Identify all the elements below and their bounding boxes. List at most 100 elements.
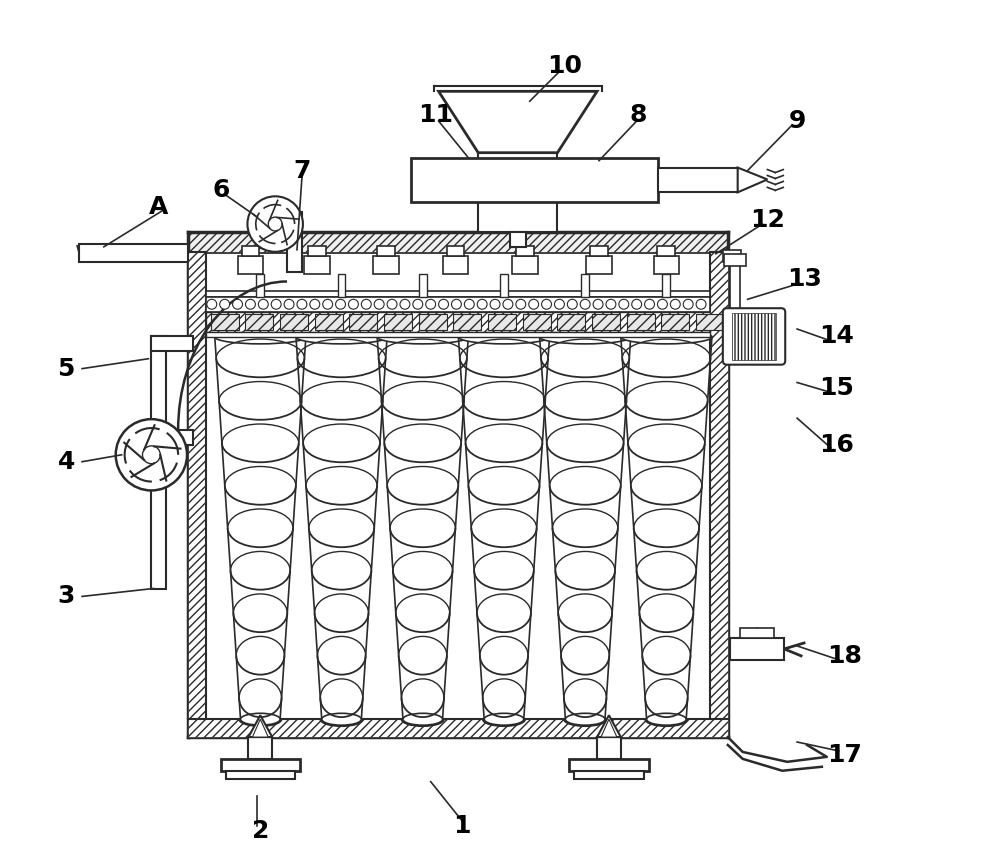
Ellipse shape <box>215 330 306 344</box>
Bar <box>377 246 395 256</box>
Circle shape <box>516 299 526 309</box>
Circle shape <box>554 299 564 309</box>
Circle shape <box>606 299 616 309</box>
Bar <box>211 314 239 330</box>
Bar <box>627 314 655 330</box>
Circle shape <box>580 299 590 309</box>
Bar <box>384 314 412 330</box>
Bar <box>730 260 740 309</box>
Bar <box>188 252 206 737</box>
Circle shape <box>116 419 187 490</box>
Text: 10: 10 <box>547 54 582 77</box>
Circle shape <box>464 299 474 309</box>
Circle shape <box>374 299 384 309</box>
Text: 9: 9 <box>788 109 806 133</box>
Bar <box>581 273 589 298</box>
Ellipse shape <box>403 713 443 725</box>
Bar <box>242 246 259 256</box>
Bar <box>248 737 272 759</box>
Ellipse shape <box>484 713 524 725</box>
Bar <box>478 153 557 232</box>
Circle shape <box>529 299 539 309</box>
Circle shape <box>387 299 397 309</box>
Bar <box>657 246 675 256</box>
Text: 7: 7 <box>293 159 311 182</box>
Text: 15: 15 <box>819 377 854 400</box>
Ellipse shape <box>296 330 387 344</box>
Bar <box>188 232 728 252</box>
Bar <box>151 336 193 351</box>
Bar <box>661 314 689 330</box>
Bar <box>724 253 746 266</box>
Circle shape <box>645 299 655 309</box>
Circle shape <box>619 299 629 309</box>
Text: 16: 16 <box>819 433 854 457</box>
Circle shape <box>542 299 552 309</box>
Circle shape <box>439 299 448 309</box>
Bar <box>500 273 508 298</box>
Text: 14: 14 <box>819 324 854 348</box>
Bar <box>419 314 447 330</box>
Ellipse shape <box>621 330 712 344</box>
Circle shape <box>310 299 320 309</box>
Bar <box>586 256 612 273</box>
Bar <box>151 430 193 445</box>
Circle shape <box>477 299 487 309</box>
Bar <box>308 246 326 256</box>
Text: 2: 2 <box>252 819 269 843</box>
Ellipse shape <box>458 330 550 344</box>
Bar <box>206 332 710 337</box>
Bar <box>662 273 670 298</box>
Bar <box>280 314 308 330</box>
Text: 12: 12 <box>750 208 785 232</box>
Circle shape <box>593 299 603 309</box>
Bar <box>304 256 330 273</box>
Text: A: A <box>149 195 168 220</box>
Bar <box>447 246 464 256</box>
Circle shape <box>258 299 268 309</box>
Circle shape <box>567 299 577 309</box>
Circle shape <box>247 196 303 252</box>
Circle shape <box>268 217 282 231</box>
Bar <box>188 232 728 252</box>
Bar <box>151 430 166 589</box>
Bar <box>373 256 399 273</box>
Bar <box>206 312 710 332</box>
Text: 5: 5 <box>58 357 75 381</box>
Circle shape <box>670 299 680 309</box>
Bar <box>732 313 776 359</box>
Bar <box>419 273 427 298</box>
Circle shape <box>323 299 333 309</box>
Polygon shape <box>439 91 597 153</box>
Text: 17: 17 <box>827 743 862 767</box>
Bar <box>206 292 710 298</box>
Bar <box>510 232 526 247</box>
Bar <box>523 314 551 330</box>
Circle shape <box>400 299 410 309</box>
Bar <box>226 771 295 779</box>
Circle shape <box>271 299 281 309</box>
Bar <box>338 273 345 298</box>
Circle shape <box>233 299 242 309</box>
Circle shape <box>361 299 371 309</box>
Bar <box>658 168 738 193</box>
Text: 8: 8 <box>630 103 647 127</box>
Circle shape <box>297 299 307 309</box>
Circle shape <box>284 299 294 309</box>
Circle shape <box>220 299 230 309</box>
Circle shape <box>503 299 513 309</box>
Circle shape <box>683 299 693 309</box>
Bar <box>512 256 538 273</box>
Circle shape <box>142 446 160 464</box>
Bar <box>188 720 728 737</box>
Bar <box>488 314 516 330</box>
Bar <box>730 638 784 660</box>
Text: 1: 1 <box>454 814 471 838</box>
Bar <box>411 158 658 202</box>
Bar <box>574 771 644 779</box>
Bar <box>256 273 264 298</box>
Bar <box>723 250 741 261</box>
Bar <box>654 256 679 273</box>
Circle shape <box>632 299 642 309</box>
Bar <box>569 759 649 771</box>
